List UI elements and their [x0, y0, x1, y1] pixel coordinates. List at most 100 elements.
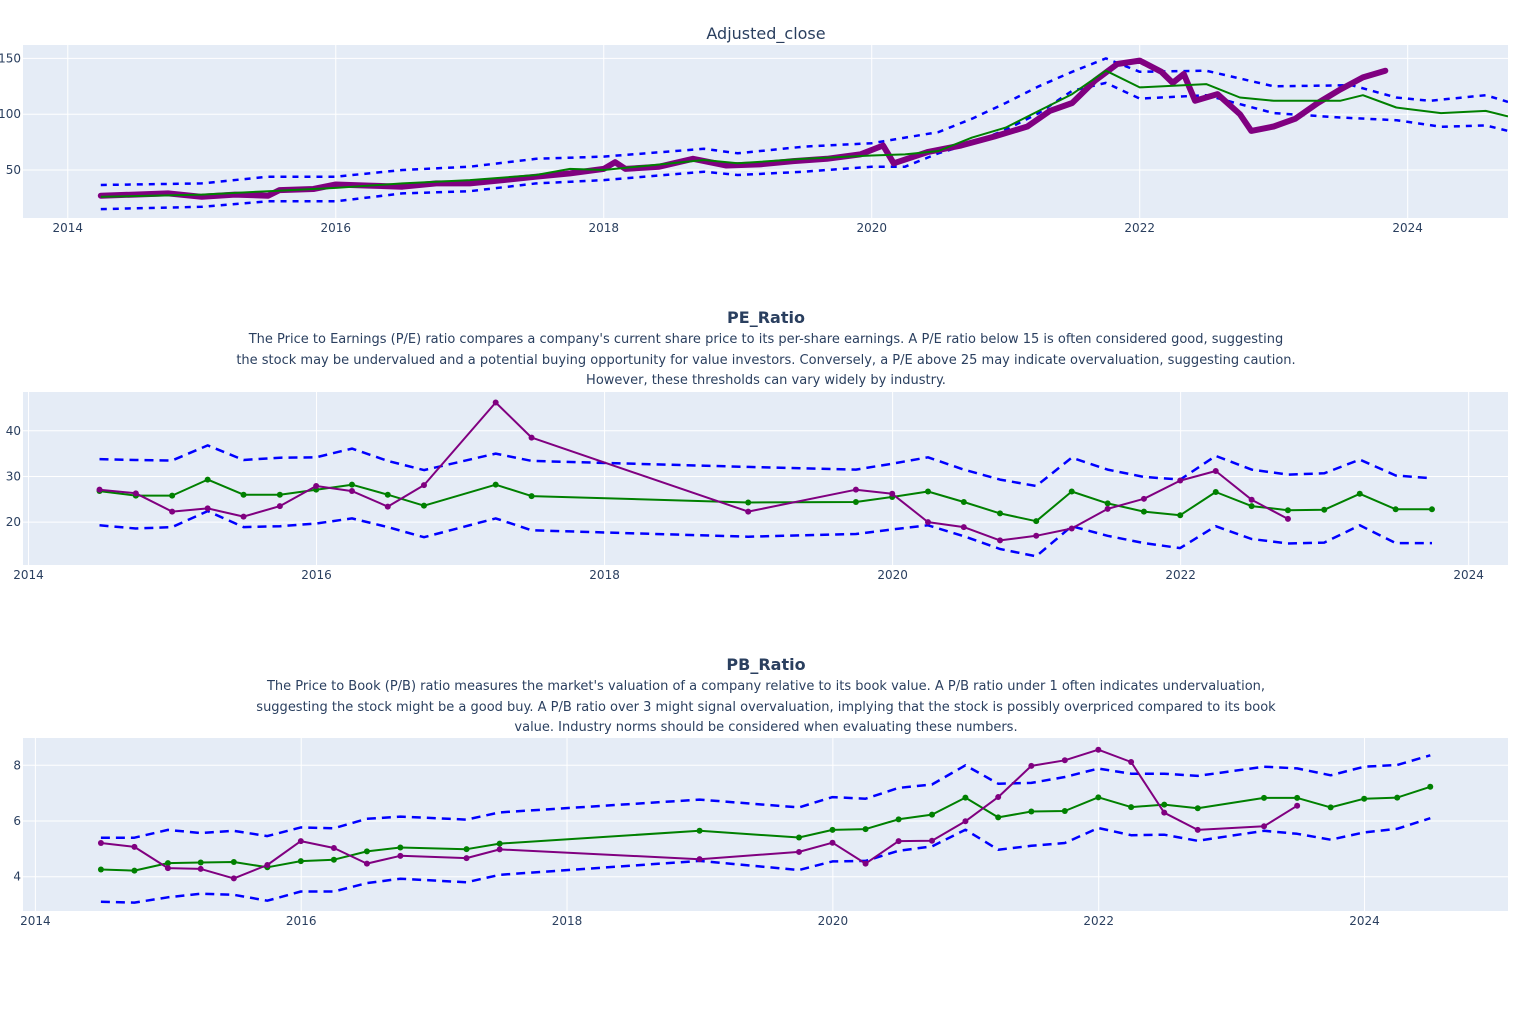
mean-line: [100, 785, 1431, 872]
pe-ratio-description: The Price to Earnings (P/E) ratio compar…: [0, 330, 1516, 392]
value-point: [420, 482, 427, 489]
x-tick-label: 2016: [286, 914, 317, 928]
mean-point: [164, 860, 171, 867]
mean-point: [384, 491, 391, 498]
x-tick-label: 2020: [856, 221, 887, 235]
value-point: [204, 505, 211, 512]
mean-point: [1327, 804, 1334, 811]
x-tick-label: 2016: [301, 568, 332, 582]
pe-ratio-plot-area: [23, 392, 1508, 565]
mean-point: [696, 827, 703, 834]
x-tick-label: 2014: [13, 568, 44, 582]
x-tick-label: 2018: [589, 568, 620, 582]
mean-point: [1428, 506, 1435, 513]
y-tick-label: 100: [0, 107, 21, 121]
y-tick-label: 4: [13, 870, 21, 884]
x-tick-label: 2018: [552, 914, 583, 928]
value-point: [97, 840, 104, 847]
lower-band-line: [100, 81, 1508, 211]
x-tick-label: 2022: [1124, 221, 1155, 235]
y-tick-label: 30: [6, 469, 21, 483]
mean-point: [276, 491, 283, 498]
y-tick-label: 6: [13, 814, 21, 828]
value-point: [997, 537, 1004, 544]
mean-point: [131, 867, 138, 874]
mean-point: [745, 499, 752, 506]
mean-point: [960, 499, 967, 506]
x-tick-label: 2024: [1453, 568, 1484, 582]
mean-point: [1212, 488, 1219, 495]
value-point: [1068, 525, 1075, 532]
value-point: [862, 860, 869, 867]
value-point: [496, 846, 503, 853]
pe-description-line: However, these thresholds can vary widel…: [586, 373, 946, 388]
value-point: [1261, 823, 1268, 830]
value-point: [1284, 515, 1291, 522]
mean-point: [169, 492, 176, 499]
pb-ratio-title: PB_Ratio: [726, 655, 806, 674]
mean-point: [1321, 506, 1328, 513]
x-tick-label: 2016: [320, 221, 351, 235]
mean-point: [528, 493, 535, 500]
upper-band-line: [100, 754, 1431, 839]
value-point: [962, 818, 969, 825]
x-tick-label: 2014: [53, 221, 84, 235]
x-tick-label: 2022: [1083, 914, 1114, 928]
mean-point: [1128, 804, 1135, 811]
value-point: [796, 848, 803, 855]
value-line: [100, 748, 1298, 880]
mean-point: [1095, 794, 1102, 801]
mean-point: [995, 814, 1002, 821]
value-point: [1061, 757, 1068, 764]
value-point: [240, 513, 247, 520]
mean-point: [1356, 490, 1363, 497]
mean-point: [925, 488, 932, 495]
mean-point: [929, 811, 936, 818]
value-point: [895, 838, 902, 845]
mean-point: [852, 499, 859, 506]
mean-point: [1394, 794, 1401, 801]
value-point: [169, 508, 176, 515]
value-point: [1140, 495, 1147, 502]
value-point: [889, 490, 896, 497]
mean-point: [1392, 506, 1399, 513]
value-point: [929, 837, 936, 844]
value-point: [1212, 467, 1219, 474]
value-point: [1104, 505, 1111, 512]
mean-point: [492, 481, 499, 488]
mean-point: [240, 491, 247, 498]
value-point: [313, 483, 320, 490]
value-point: [164, 865, 171, 872]
mean-point: [1161, 801, 1168, 808]
pe-description-line: The Price to Earnings (P/E) ratio compar…: [248, 332, 1284, 347]
adjusted-close-series: [97, 57, 1508, 211]
value-point: [1128, 758, 1135, 765]
mean-point: [997, 510, 1004, 517]
mean-point: [1033, 518, 1040, 525]
mean-point: [1261, 794, 1268, 801]
value-point: [852, 486, 859, 493]
value-point: [96, 486, 103, 493]
mean-point: [204, 476, 211, 483]
x-tick-label: 2018: [588, 221, 619, 235]
mean-point: [829, 826, 836, 833]
mean-point: [1284, 507, 1291, 514]
value-point: [197, 865, 204, 872]
pe-ratio-title: PE_Ratio: [727, 308, 805, 327]
lower-band-line: [100, 817, 1431, 904]
y-tick-label: 150: [0, 51, 21, 65]
value-line: [99, 401, 1289, 542]
value-point: [1033, 532, 1040, 539]
x-tick-label: 2024: [1349, 914, 1380, 928]
adjusted-close-title: Adjusted_close: [706, 24, 826, 43]
value-point: [132, 490, 139, 497]
mean-point: [1361, 795, 1368, 802]
x-tick-label: 2020: [877, 568, 908, 582]
pe-description-line: the stock may be undervalued and a poten…: [236, 352, 1296, 368]
mean-point: [397, 844, 404, 851]
mean-point: [496, 840, 503, 847]
value-point: [330, 845, 337, 852]
y-tick-label: 50: [6, 163, 21, 177]
mean-point: [230, 858, 237, 865]
